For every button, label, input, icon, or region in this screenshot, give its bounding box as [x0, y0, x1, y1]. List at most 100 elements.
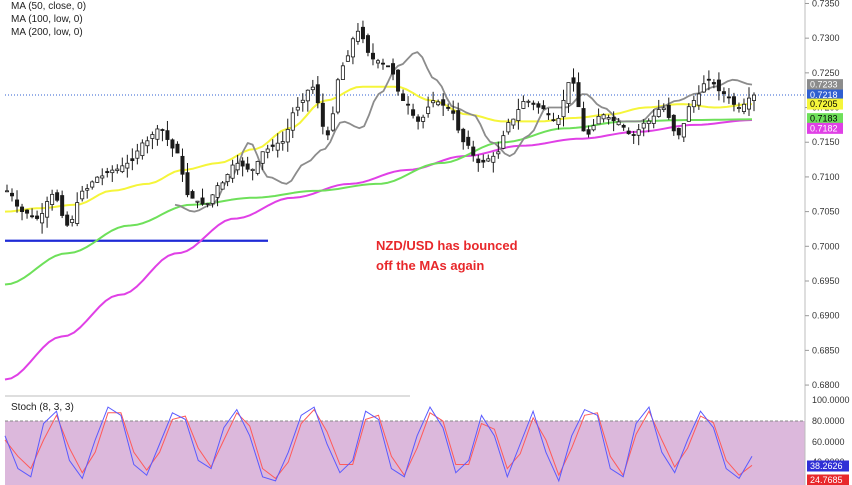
candle-body [746, 97, 751, 110]
candle-body [752, 94, 757, 101]
candle-body [145, 140, 150, 147]
candle-body [295, 106, 300, 111]
stoch-tag [807, 474, 849, 485]
price-tag-label: 0.7205 [810, 99, 838, 109]
candle-body [701, 83, 706, 93]
candle-body [290, 112, 295, 131]
candle-body [626, 130, 631, 135]
candle-body [726, 96, 731, 99]
candle-body [205, 203, 210, 205]
candle-body [601, 114, 606, 120]
candle-body [360, 26, 365, 40]
price-tick-label: 0.6900 [812, 311, 840, 321]
price-tag [807, 79, 843, 91]
candle-body [335, 79, 340, 113]
candle-body [185, 172, 190, 196]
candle-body [581, 108, 586, 132]
legend-ma100: MA (100, low, 0) [11, 14, 83, 25]
candle-body [20, 206, 25, 213]
candle-body [646, 120, 651, 124]
candle-body [95, 176, 100, 183]
price-tick-label: 0.6850 [812, 345, 840, 355]
stoch-k-line [4, 406, 753, 483]
candle-body [426, 106, 431, 114]
candle-body [411, 109, 416, 116]
candle-body [305, 89, 310, 102]
candle-body [50, 193, 55, 205]
price-tag [807, 98, 843, 110]
candle-body [451, 110, 456, 114]
candle-body [446, 107, 451, 109]
candle-body [100, 175, 105, 179]
candle-body [421, 116, 426, 122]
candle-body [30, 215, 35, 218]
candle-body [315, 84, 320, 104]
stoch-tag-label: 38.2626 [810, 461, 843, 471]
candle-body [436, 101, 441, 106]
candle-body [736, 107, 741, 109]
candle-body [55, 192, 60, 201]
candle-body [641, 122, 646, 129]
candle-body [661, 107, 666, 110]
price-tick-label: 0.7350 [812, 0, 840, 8]
ma50-line [4, 85, 753, 213]
candle-body [476, 158, 481, 164]
candle-body [686, 106, 691, 122]
candle-body [616, 121, 621, 126]
candle-body [551, 119, 556, 122]
candle-body [461, 128, 466, 143]
price-tag [807, 89, 843, 101]
candle-body [345, 55, 350, 62]
price-tag-label: 0.7218 [810, 90, 838, 100]
candle-body [310, 86, 315, 91]
candle-body [381, 62, 386, 65]
candle-body [651, 115, 656, 124]
price-tick-label: 0.6950 [812, 276, 840, 286]
candle-body [681, 123, 686, 138]
legend-ma200: MA (200, low, 0) [11, 27, 83, 38]
candle-body [155, 128, 160, 140]
price-tag [807, 113, 843, 125]
stoch-d-line [4, 408, 753, 480]
candle-body [526, 100, 531, 103]
candle-body [631, 134, 636, 136]
candle-body [280, 141, 285, 144]
price-tag [807, 122, 843, 134]
candle-body [200, 197, 205, 205]
candle-body [225, 174, 230, 183]
candle-body [501, 135, 506, 149]
stoch-tag [807, 460, 849, 472]
candle-body [406, 103, 411, 106]
price-tag-label: 0.7183 [810, 114, 838, 124]
candle-body [170, 139, 175, 149]
candle-body [340, 65, 345, 80]
candle-body [330, 113, 335, 131]
candle-body [250, 168, 255, 171]
annotation-line-2: off the MAs again [376, 258, 485, 273]
candle-body [270, 144, 275, 147]
candle-body [5, 190, 10, 193]
candle-body [15, 199, 20, 207]
candle-body [556, 117, 561, 126]
price-tick-label: 0.7100 [812, 172, 840, 182]
candle-body [676, 127, 681, 136]
candle-body [350, 38, 355, 58]
candle-body [576, 82, 581, 108]
candle-body [511, 118, 516, 126]
candle-body [235, 162, 240, 171]
candle-body [596, 115, 601, 125]
candle-body [536, 103, 541, 108]
price-tick-label: 0.7250 [812, 68, 840, 78]
candle-body [150, 134, 155, 139]
candle-body [516, 109, 521, 122]
candle-body [571, 77, 576, 84]
price-tick-label: 0.6800 [812, 380, 840, 390]
candle-body [611, 116, 616, 122]
candle-body [190, 191, 195, 199]
price-tag-label: 0.7182 [810, 123, 838, 133]
candle-body [285, 129, 290, 143]
stoch-title: Stoch (8, 3, 3) [11, 402, 74, 413]
candle-body [215, 185, 220, 198]
candle-body [275, 142, 280, 151]
